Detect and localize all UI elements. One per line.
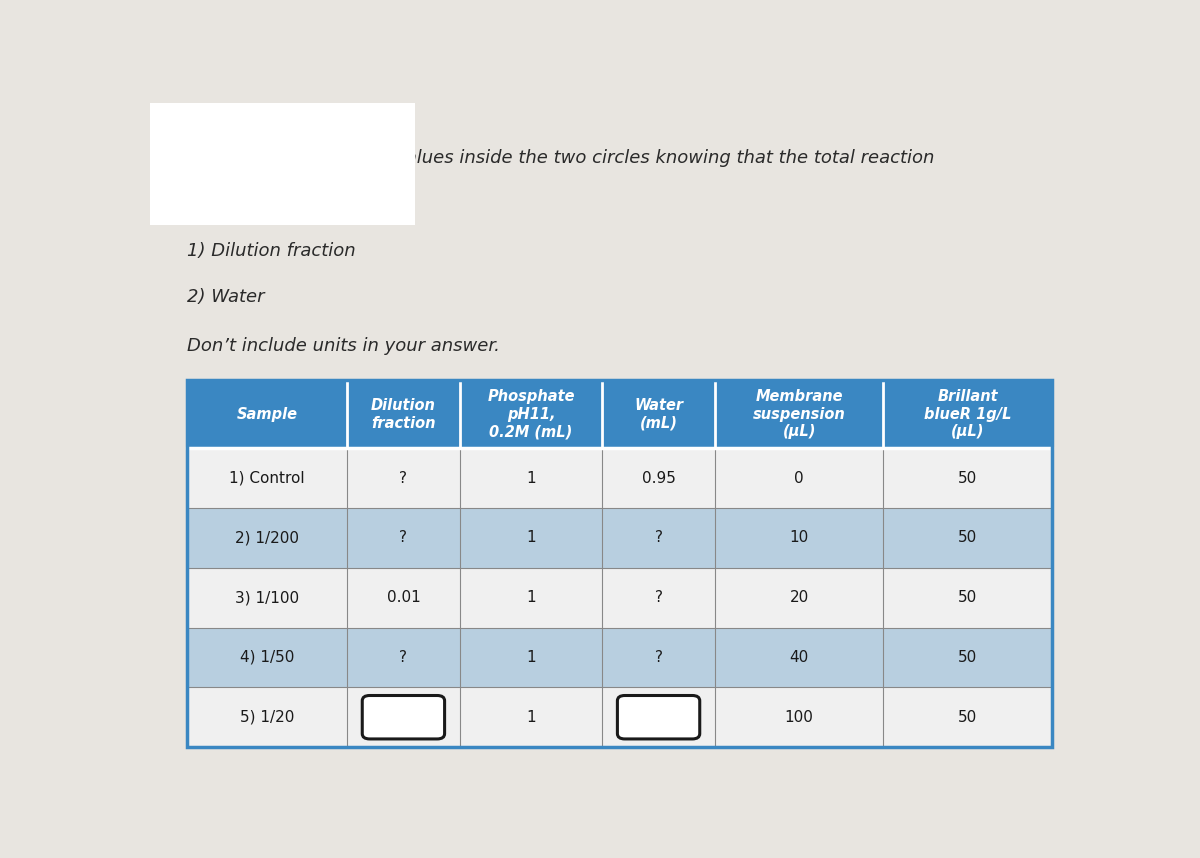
Text: ?: ? bbox=[654, 650, 662, 665]
Text: 100: 100 bbox=[785, 710, 814, 725]
Bar bbox=[602, 568, 715, 627]
Text: 40: 40 bbox=[790, 650, 809, 665]
Bar bbox=[347, 508, 460, 568]
Bar bbox=[602, 508, 715, 568]
Bar bbox=[715, 448, 883, 508]
Bar bbox=[347, 448, 460, 508]
Text: Phosphate
pH11,
0.2M (mL): Phosphate pH11, 0.2M (mL) bbox=[487, 390, 575, 439]
Text: Don’t include units in your answer.: Don’t include units in your answer. bbox=[187, 337, 500, 355]
Bar bbox=[460, 380, 602, 448]
FancyBboxPatch shape bbox=[362, 696, 444, 739]
Bar bbox=[347, 380, 460, 448]
Bar bbox=[602, 380, 715, 448]
Text: Fill up the two missing values inside the two circles knowing that the total rea: Fill up the two missing values inside th… bbox=[187, 149, 935, 167]
Bar bbox=[602, 627, 715, 687]
Bar bbox=[715, 380, 883, 448]
Text: ?: ? bbox=[400, 530, 408, 546]
Bar bbox=[460, 568, 602, 627]
Bar bbox=[715, 508, 883, 568]
Text: 3) 1/100: 3) 1/100 bbox=[235, 590, 299, 605]
Text: 1: 1 bbox=[526, 530, 536, 546]
Bar bbox=[187, 380, 1052, 747]
Text: 4) 1/50: 4) 1/50 bbox=[240, 650, 294, 665]
Bar bbox=[883, 448, 1052, 508]
Text: 5) 1/20: 5) 1/20 bbox=[240, 710, 294, 725]
Bar bbox=[347, 568, 460, 627]
Text: ?: ? bbox=[654, 590, 662, 605]
Bar bbox=[602, 687, 715, 747]
Text: Brillant
blueR 1g/L
(μL): Brillant blueR 1g/L (μL) bbox=[924, 390, 1012, 439]
Bar bbox=[460, 627, 602, 687]
Text: 0.95: 0.95 bbox=[642, 471, 676, 486]
Bar bbox=[883, 380, 1052, 448]
Text: ?: ? bbox=[400, 650, 408, 665]
Text: Membrane
suspension
(μL): Membrane suspension (μL) bbox=[752, 390, 846, 439]
Bar bbox=[150, 103, 415, 225]
Text: Water
(mL): Water (mL) bbox=[634, 398, 683, 431]
Text: 0.01: 0.01 bbox=[386, 590, 420, 605]
Bar bbox=[460, 687, 602, 747]
Bar bbox=[187, 508, 347, 568]
Bar bbox=[715, 627, 883, 687]
Bar bbox=[715, 687, 883, 747]
Text: Dilution
fraction: Dilution fraction bbox=[371, 398, 436, 431]
Text: 0: 0 bbox=[794, 471, 804, 486]
Text: 10: 10 bbox=[790, 530, 809, 546]
Bar bbox=[187, 568, 347, 627]
Bar bbox=[187, 687, 347, 747]
Text: volume is 2mL.: volume is 2mL. bbox=[187, 182, 324, 200]
Bar bbox=[187, 448, 347, 508]
Bar bbox=[460, 508, 602, 568]
Text: 50: 50 bbox=[958, 530, 977, 546]
Text: 20: 20 bbox=[790, 590, 809, 605]
Bar bbox=[347, 687, 460, 747]
Text: 1) Control: 1) Control bbox=[229, 471, 305, 486]
Bar bbox=[187, 380, 347, 448]
Bar bbox=[883, 568, 1052, 627]
Text: 1: 1 bbox=[526, 650, 536, 665]
Text: 50: 50 bbox=[958, 471, 977, 486]
Bar bbox=[602, 448, 715, 508]
Bar bbox=[187, 627, 347, 687]
Bar bbox=[883, 687, 1052, 747]
FancyBboxPatch shape bbox=[617, 696, 700, 739]
Text: Sample: Sample bbox=[236, 407, 298, 422]
Bar bbox=[883, 627, 1052, 687]
Text: ?: ? bbox=[654, 530, 662, 546]
Text: 1: 1 bbox=[526, 471, 536, 486]
Bar bbox=[715, 568, 883, 627]
Text: ?: ? bbox=[400, 471, 408, 486]
Text: 50: 50 bbox=[958, 710, 977, 725]
Text: 2) 1/200: 2) 1/200 bbox=[235, 530, 299, 546]
Text: 1) Dilution fraction: 1) Dilution fraction bbox=[187, 242, 356, 260]
Text: 1: 1 bbox=[526, 710, 536, 725]
Bar bbox=[460, 448, 602, 508]
Text: 1: 1 bbox=[526, 590, 536, 605]
Text: 50: 50 bbox=[958, 650, 977, 665]
Text: 50: 50 bbox=[958, 590, 977, 605]
Bar bbox=[347, 627, 460, 687]
Text: 2) Water: 2) Water bbox=[187, 288, 265, 306]
Bar bbox=[883, 508, 1052, 568]
